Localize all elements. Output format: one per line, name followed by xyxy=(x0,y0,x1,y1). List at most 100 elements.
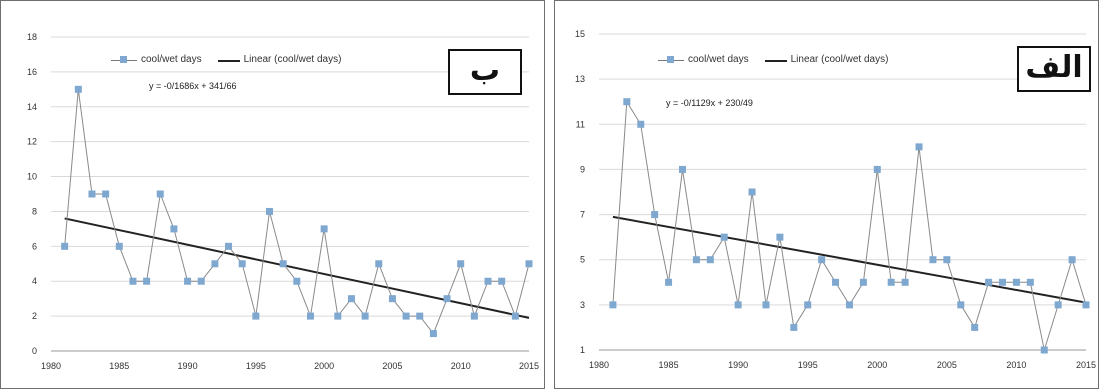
x-tick-label: 2010 xyxy=(1006,360,1026,370)
data-point xyxy=(859,278,867,286)
series-line xyxy=(612,100,1087,351)
data-point xyxy=(929,256,937,264)
data-point xyxy=(129,277,137,285)
data-point xyxy=(525,260,533,268)
data-point xyxy=(320,225,328,233)
x-tick-label: 2005 xyxy=(937,360,957,370)
x-tick-label: 2005 xyxy=(382,361,402,371)
data-point xyxy=(609,301,617,309)
data-point xyxy=(901,278,909,286)
data-point xyxy=(347,295,355,303)
chart-left-plot: 0 2 4 6 8 10 12 14 16 18 1980 1985 1990 1995 2000 2005 2… xyxy=(27,32,539,371)
data-point xyxy=(1082,301,1090,309)
y-tick-label: 2 xyxy=(32,311,37,321)
data-point xyxy=(720,233,728,241)
data-point xyxy=(985,278,993,286)
data-point xyxy=(637,120,645,128)
chart-right-legend: cool/wet days Linear (cool/wet days) xyxy=(658,54,888,65)
x-tick-label: 2000 xyxy=(314,361,334,371)
data-point xyxy=(334,312,342,320)
y-tick-label: 18 xyxy=(27,32,37,42)
x-tick-label: 2000 xyxy=(867,360,887,370)
data-point xyxy=(1012,278,1020,286)
data-point xyxy=(665,278,673,286)
y-tick-label: 15 xyxy=(575,29,585,39)
data-point xyxy=(748,188,756,196)
data-point xyxy=(252,312,260,320)
x-tick-label: 2010 xyxy=(451,361,471,371)
data-point xyxy=(943,256,951,264)
data-point xyxy=(429,330,437,338)
data-point xyxy=(443,295,451,303)
y-tick-label: 11 xyxy=(576,119,585,129)
data-point xyxy=(102,190,110,198)
legend-marker-swatch xyxy=(658,55,684,65)
data-point xyxy=(61,242,69,250)
data-point xyxy=(623,98,631,106)
data-point xyxy=(776,233,784,241)
data-point xyxy=(266,207,274,215)
data-point xyxy=(225,242,233,250)
data-point xyxy=(804,301,812,309)
data-point xyxy=(184,277,192,285)
y-tick-label: 10 xyxy=(27,172,37,182)
y-tick-label: 13 xyxy=(575,74,585,84)
data-point xyxy=(762,301,770,309)
data-point xyxy=(818,256,826,264)
data-point xyxy=(511,312,519,320)
data-point xyxy=(484,277,492,285)
data-point xyxy=(1054,301,1062,309)
data-point xyxy=(143,277,151,285)
data-point xyxy=(915,143,923,151)
data-point xyxy=(498,277,506,285)
data-point xyxy=(957,301,965,309)
data-point xyxy=(306,312,314,320)
data-point xyxy=(999,278,1007,286)
legend-series-label: cool/wet days xyxy=(141,54,202,65)
data-point xyxy=(470,312,478,320)
data-point xyxy=(115,242,123,250)
chart-panel-right: 1 3 5 7 9 11 13 15 1980 1985 1990 1995 2000 2005 2010 2… xyxy=(554,0,1099,389)
data-point xyxy=(790,323,798,331)
y-tick-label: 9 xyxy=(580,164,585,174)
data-point xyxy=(845,301,853,309)
y-tick-label: 8 xyxy=(32,206,37,216)
y-tick-label: 5 xyxy=(580,255,585,265)
y-tick-label: 1 xyxy=(580,345,585,355)
data-point xyxy=(238,260,246,268)
data-point xyxy=(211,260,219,268)
x-tick-label: 1995 xyxy=(246,361,266,371)
data-point xyxy=(416,312,424,320)
data-point xyxy=(88,190,96,198)
chart-left-legend: cool/wet days Linear (cool/wet days) xyxy=(111,54,341,65)
data-point xyxy=(170,225,178,233)
legend-series-label: cool/wet days xyxy=(688,54,749,65)
panel-label: الف xyxy=(1017,46,1091,92)
x-tick-label: 2015 xyxy=(1076,360,1096,370)
data-point xyxy=(678,165,686,173)
data-point xyxy=(1040,346,1048,354)
y-tick-label: 14 xyxy=(27,102,37,112)
y-tick-label: 12 xyxy=(27,137,37,147)
data-point xyxy=(375,260,383,268)
data-point xyxy=(887,278,895,286)
x-tick-label: 1980 xyxy=(41,361,61,371)
data-point xyxy=(74,85,82,93)
y-tick-label: 0 xyxy=(32,346,37,356)
x-tick-label: 1995 xyxy=(798,360,818,370)
data-point xyxy=(971,323,979,331)
y-tick-label: 6 xyxy=(32,241,37,251)
y-tick-label: 7 xyxy=(580,210,585,220)
data-point xyxy=(156,190,164,198)
data-point xyxy=(457,260,465,268)
legend-trend-label: Linear (cool/wet days) xyxy=(243,54,342,65)
data-point xyxy=(1068,256,1076,264)
x-tick-label: 1990 xyxy=(728,360,748,370)
legend-trend-swatch xyxy=(764,55,787,65)
legend-marker-swatch xyxy=(111,55,137,65)
data-point xyxy=(1026,278,1034,286)
data-point xyxy=(402,312,410,320)
y-tick-label: 4 xyxy=(32,276,37,286)
trendline-equation: y = -0/1129x + 230/49 xyxy=(666,98,753,108)
